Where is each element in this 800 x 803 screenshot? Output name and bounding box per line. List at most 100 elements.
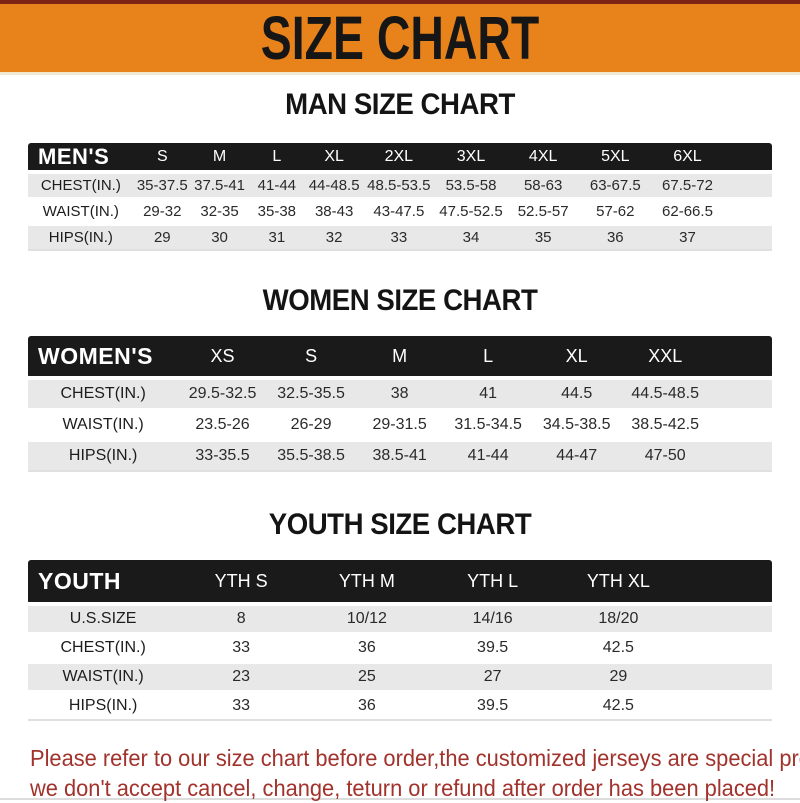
size-value-cell: 35.5-38.5: [277, 446, 345, 464]
filler-cell: [681, 662, 772, 691]
column-header: 5XL: [601, 147, 630, 165]
column-header: 4XL: [528, 147, 558, 165]
column-header: YTH S: [214, 570, 268, 591]
size-value-cell: 57-62: [596, 202, 635, 220]
filler-cell: [681, 604, 772, 633]
size-value-cell: 34: [462, 228, 480, 246]
row-label: HIPS(IN.): [48, 228, 113, 246]
row-label: CHEST(IN.): [60, 384, 146, 402]
table-header-label: YOUTH: [38, 567, 121, 594]
row-label: HIPS(IN.): [68, 696, 138, 714]
youth-section-heading: YOUTH SIZE CHART: [268, 508, 532, 541]
size-value-cell: 35: [534, 228, 552, 246]
filler-cell: [709, 409, 772, 440]
size-value-cell: 63-67.5: [589, 176, 641, 194]
filler-cell: [681, 691, 772, 720]
size-value-cell: 8: [236, 609, 246, 627]
size-value-cell: 47-50: [644, 446, 686, 464]
size-value-cell: 43-47.5: [373, 202, 425, 220]
size-value-cell: 38.5-42.5: [631, 415, 699, 433]
banner: SIZE CHART: [0, 0, 800, 75]
column-header: XXL: [648, 345, 683, 366]
size-value-cell: 38-43: [314, 202, 354, 220]
size-value-cell: 39.5: [477, 696, 509, 714]
table-header-label: WOMEN'S: [38, 342, 154, 369]
size-value-cell: 37: [679, 228, 696, 246]
column-header: XS: [210, 345, 235, 366]
size-value-cell: 31.5-34.5: [454, 415, 522, 433]
size-value-cell: 34.5-38.5: [542, 415, 611, 433]
size-value-cell: 37.5-41: [194, 176, 245, 194]
women-section-heading: WOMEN SIZE CHART: [262, 284, 538, 317]
row-label: WAIST(IN.): [42, 202, 119, 220]
column-header: M: [212, 147, 227, 165]
size-value-cell: 52.5-57: [517, 202, 569, 220]
table-row: CHEST(IN.) 35-37.5 37.5-41 41-44 44-48.5 48.5…: [28, 172, 772, 198]
size-value-cell: 10/12: [346, 609, 387, 627]
size-value-cell: 38.5-41: [372, 446, 427, 464]
column-header: XL: [324, 147, 344, 165]
table-row: WAIST(IN.) 23.5-26 26-29 29-31.5 31.5-34.5 34…: [28, 409, 772, 440]
size-value-cell: 44-48.5: [308, 176, 360, 194]
size-value-cell: 30: [211, 228, 228, 246]
table-row: WAIST(IN.) 23 25 27 29: [28, 662, 772, 691]
size-value-cell: 35-37.5: [136, 176, 188, 194]
column-header-filler: [709, 336, 772, 378]
table-row: CHEST(IN.) 33 36 39.5 42.5: [28, 633, 772, 662]
size-value-cell: 62-66.5: [662, 202, 713, 220]
section-women: WOMEN SIZE CHART WOMEN'S XS S M L XL XXL CHEST(…: [0, 284, 800, 472]
size-value-cell: 29.5-32.5: [188, 384, 257, 402]
size-value-cell: 42.5: [602, 638, 634, 656]
table-row: HIPS(IN.) 33 36 39.5 42.5: [28, 691, 772, 720]
footer-notice: Please refer to our size chart before or…: [0, 743, 800, 803]
size-value-cell: 26-29: [290, 415, 332, 433]
filler-cell: [709, 378, 772, 409]
column-header: S: [156, 147, 168, 165]
table-header-label: MEN'S: [38, 143, 110, 169]
column-header: L: [483, 345, 494, 366]
size-value-cell: 29-31.5: [372, 415, 427, 433]
size-value-cell: 31: [268, 228, 286, 246]
size-value-cell: 33-35.5: [195, 446, 250, 464]
column-header: YTH L: [467, 570, 519, 591]
size-value-cell: 25: [357, 667, 376, 685]
size-value-cell: 33: [390, 228, 408, 246]
notice-line-2: we don't accept cancel, change, teturn o…: [30, 775, 776, 801]
men-section-heading: MAN SIZE CHART: [285, 88, 515, 121]
row-label: CHEST(IN.): [60, 638, 146, 656]
row-label: WAIST(IN.): [62, 667, 144, 685]
row-label: HIPS(IN.): [68, 446, 138, 464]
table-row: U.S.SIZE 8 10/12 14/16 18/20: [28, 604, 772, 633]
table-header-row: YOUTH YTH S YTH M YTH L YTH XL: [28, 560, 772, 604]
page-title: SIZE CHART: [260, 3, 540, 73]
row-label: U.S.SIZE: [69, 609, 137, 627]
size-value-cell: 42.5: [602, 696, 634, 714]
size-value-cell: 36: [606, 228, 624, 246]
size-value-cell: 38: [390, 384, 409, 402]
section-men: MAN SIZE CHART MEN'S S M L XL 2XL 3XL 4XL 5XL 6XL…: [0, 88, 800, 251]
size-value-cell: 67.5-72: [662, 176, 713, 194]
column-header: YTH M: [338, 570, 395, 591]
size-value-cell: 48.5-53.5: [367, 176, 431, 194]
column-header-filler: [681, 560, 772, 604]
men-size-table: MEN'S S M L XL 2XL 3XL 4XL 5XL 6XL CHEST(IN.) 35-37…: [28, 143, 772, 251]
size-value-cell: 35-38: [257, 202, 297, 220]
table-header-row: WOMEN'S XS S M L XL XXL: [28, 336, 772, 378]
size-value-cell: 32.5-35.5: [277, 384, 345, 402]
size-value-cell: 44.5-48.5: [631, 384, 699, 402]
size-value-cell: 36: [357, 696, 376, 714]
size-value-cell: 41: [479, 384, 498, 402]
size-value-cell: 58-63: [523, 176, 563, 194]
column-header: L: [272, 147, 282, 165]
size-value-cell: 33: [232, 696, 251, 714]
filler-cell: [724, 172, 772, 198]
table-row: HIPS(IN.) 33-35.5 35.5-38.5 38.5-41 41-44 44-…: [28, 440, 772, 471]
size-value-cell: 36: [357, 638, 376, 656]
section-youth: YOUTH SIZE CHART YOUTH YTH S YTH M YTH L YTH…: [0, 508, 800, 721]
column-header-filler: [724, 143, 772, 172]
size-value-cell: 23: [232, 667, 251, 685]
size-value-cell: 29: [153, 228, 171, 246]
row-label: WAIST(IN.): [62, 415, 144, 433]
table-row: CHEST(IN.) 29.5-32.5 32.5-35.5 38 41 44.5 44.5…: [28, 378, 772, 409]
column-header: 2XL: [384, 147, 414, 165]
